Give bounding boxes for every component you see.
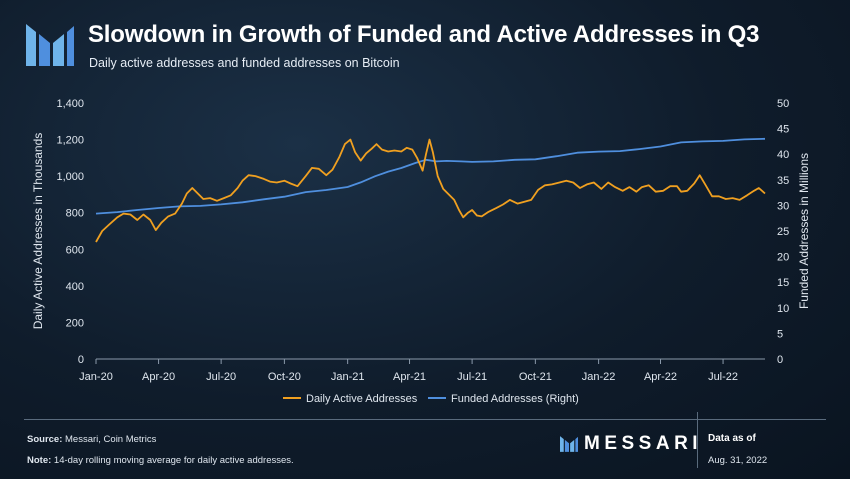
y-tick-label-right: 10	[777, 303, 789, 315]
legend: Daily Active Addresses Funded Addresses (…	[283, 393, 579, 405]
y-tick-label-right: 30	[777, 200, 789, 212]
y-tick-label-right: 45	[777, 124, 789, 136]
left-axis-ticks: 0 200 400 600 800 1,000 1,200 1,400	[56, 98, 84, 366]
x-tick-label: Jan-21	[331, 371, 365, 383]
y-tick-label-left: 0	[78, 354, 84, 366]
x-tick-label: Jul-21	[457, 371, 487, 383]
messari-small-logo-icon	[560, 436, 578, 452]
source-note: Source: Messari, Coin Metrics	[27, 434, 156, 445]
x-tick-label: Jan-22	[582, 371, 616, 383]
x-tick-label: Oct-21	[519, 371, 552, 383]
y-tick-label-right: 20	[777, 252, 789, 264]
y-tick-label-right: 50	[777, 98, 789, 110]
y-tick-label-right: 15	[777, 277, 789, 289]
y-tick-label-left: 1,200	[56, 135, 84, 147]
right-axis-ticks: 0 5 10 15 20 25 30 35 40 45 50	[777, 98, 789, 366]
y-tick-label-left: 400	[66, 281, 84, 293]
x-tick-label: Jul-22	[708, 371, 738, 383]
legend-label: Daily Active Addresses	[306, 393, 418, 405]
source-label: Source:	[27, 434, 63, 445]
footnote: Note: 14-day rolling moving average for …	[27, 455, 294, 466]
x-tick-label: Oct-20	[268, 371, 301, 383]
y-tick-label-left: 600	[66, 244, 84, 256]
series-layer	[95, 137, 766, 243]
brand-wordmark: MESSARI	[584, 433, 703, 454]
footer-divider	[697, 412, 698, 468]
data-as-of-label: Data as of	[708, 433, 756, 444]
legend-funded-addresses: Funded Addresses (Right)	[428, 393, 579, 405]
x-tick-label: Apr-22	[644, 371, 677, 383]
legend-daily-active-addresses: Daily Active Addresses	[283, 393, 418, 405]
data-as-of-date: Aug. 31, 2022	[708, 455, 768, 466]
y-axis-label-left: Daily Active Addresses in Thousands	[31, 133, 45, 330]
chart-title: Slowdown in Growth of Funded and Active …	[88, 21, 760, 48]
y-tick-label-left: 1,000	[56, 171, 84, 183]
footer-separator	[24, 419, 826, 420]
legend-label: Funded Addresses (Right)	[451, 393, 579, 405]
y-axis-label-right: Funded Addresses in Millions	[797, 153, 811, 309]
note-text: 14-day rolling moving average for daily …	[51, 455, 294, 466]
y-tick-label-left: 1,400	[56, 98, 84, 110]
x-tick-label: Jan-20	[79, 371, 113, 383]
y-tick-label-right: 35	[777, 175, 789, 187]
messari-logo-icon	[26, 24, 74, 66]
note-label: Note:	[27, 455, 52, 466]
x-tick-label: Apr-20	[142, 371, 175, 383]
y-tick-label-right: 5	[777, 328, 783, 340]
brand-mark: MESSARI	[560, 433, 702, 455]
daily-active-addresses-line	[95, 138, 766, 243]
y-tick-label-left: 200	[66, 317, 84, 329]
y-tick-label-right: 25	[777, 226, 789, 238]
x-tick-label: Apr-21	[393, 371, 426, 383]
chart-subtitle: Daily active addresses and funded addres…	[89, 56, 400, 70]
line-chart: 0 200 400 600 800 1,000 1,200 1,400 0 5 10 15 20 25 3…	[31, 98, 811, 405]
y-tick-label-right: 0	[777, 354, 783, 366]
source-text: Messari, Coin Metrics	[62, 434, 157, 445]
x-axis-ticks: Jan-20 Apr-20 Jul-20 Oct-20 Jan-21 Apr-21 Jul-…	[79, 359, 738, 383]
funded-addresses-line	[95, 137, 766, 215]
y-tick-label-right: 40	[777, 149, 789, 161]
y-tick-label-left: 800	[66, 208, 84, 220]
x-tick-label: Jul-20	[206, 371, 236, 383]
